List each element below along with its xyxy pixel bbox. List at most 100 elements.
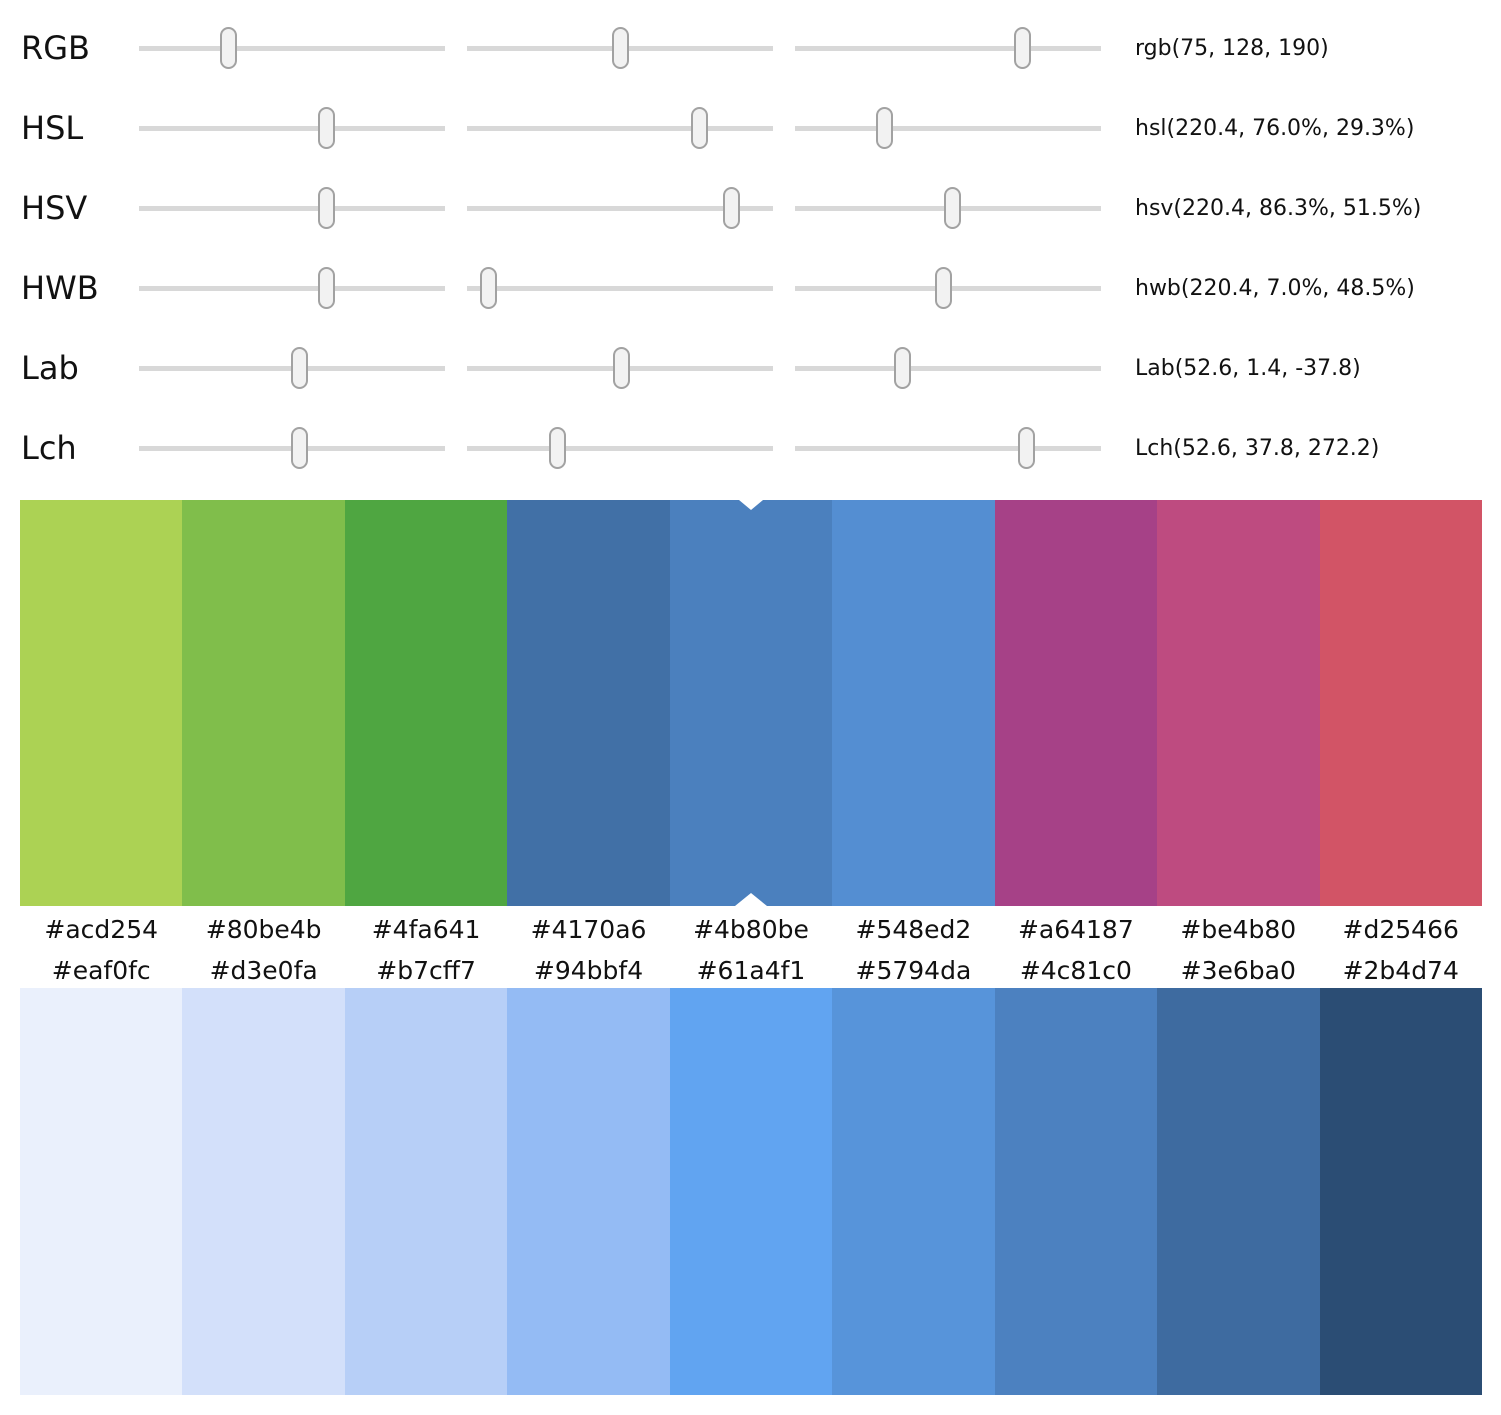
colorspace-label-hsl: HSL	[21, 109, 84, 147]
slider-thumb[interactable]	[548, 427, 566, 469]
colorspace-label-hsv: HSV	[21, 189, 88, 227]
hex-label: #4b80be	[693, 914, 809, 944]
slider-thumb[interactable]	[934, 267, 952, 309]
hex-label: #b7cff7	[376, 955, 476, 985]
hex-label: #4c81c0	[1019, 955, 1132, 985]
hex-label: #2b4d74	[1342, 955, 1459, 985]
slider-row-hsl: HSL hsl(220.4, 76.0%, 29.3%)	[0, 88, 1501, 168]
slider-lch-2[interactable]	[795, 422, 1101, 474]
slider-track[interactable]	[795, 365, 1101, 371]
palette-swatch[interactable]	[344, 500, 508, 906]
slider-hwb-0[interactable]	[139, 262, 445, 314]
palette-swatch[interactable]	[1319, 500, 1482, 906]
hex-label: #94bbf4	[533, 955, 644, 985]
slider-track[interactable]	[467, 125, 773, 131]
slider-track[interactable]	[139, 285, 445, 291]
slider-hsl-2[interactable]	[795, 102, 1101, 154]
slider-panel: RGB rgb(75, 128, 190) HSL hsl(220.4, 76.0%,…	[0, 0, 1501, 488]
slider-thumb[interactable]	[944, 187, 962, 229]
slider-hwb-1[interactable]	[467, 262, 773, 314]
palette-swatch[interactable]	[344, 988, 508, 1395]
palette-top	[20, 500, 1482, 906]
slider-lab-1[interactable]	[467, 342, 773, 394]
hex-label: #acd254	[44, 914, 159, 944]
slider-thumb[interactable]	[291, 427, 309, 469]
palette-swatch[interactable]	[507, 500, 670, 906]
slider-thumb[interactable]	[613, 347, 631, 389]
palette-swatch[interactable]	[182, 988, 345, 1395]
slider-thumb[interactable]	[291, 347, 309, 389]
palette-swatch[interactable]	[994, 988, 1158, 1395]
palette-swatch[interactable]	[832, 500, 995, 906]
palette-swatch[interactable]	[832, 988, 995, 1395]
hex-label: #548ed2	[855, 914, 972, 944]
slider-row-rgb: RGB rgb(75, 128, 190)	[0, 8, 1501, 88]
slider-track[interactable]	[467, 205, 773, 211]
slider-track[interactable]	[139, 125, 445, 131]
slider-track[interactable]	[467, 285, 773, 291]
colorspace-label-lch: Lch	[21, 429, 77, 467]
palette-swatch[interactable]	[507, 988, 670, 1395]
slider-hsv-2[interactable]	[795, 182, 1101, 234]
color-value-hsl: hsl(220.4, 76.0%, 29.3%)	[1135, 115, 1415, 141]
palette-swatch[interactable]	[20, 500, 183, 906]
slider-track[interactable]	[467, 445, 773, 451]
slider-rgb-2[interactable]	[795, 22, 1101, 74]
hex-label: #5794da	[855, 955, 972, 985]
slider-hsl-0[interactable]	[139, 102, 445, 154]
slider-thumb[interactable]	[479, 267, 497, 309]
slider-row-lch: Lch Lch(52.6, 37.8, 272.2)	[0, 408, 1501, 488]
slider-thumb[interactable]	[317, 187, 335, 229]
slider-lch-0[interactable]	[139, 422, 445, 474]
hex-label: #eaf0fc	[51, 955, 151, 985]
slider-thumb[interactable]	[691, 107, 709, 149]
color-value-hsv: hsv(220.4, 86.3%, 51.5%)	[1135, 195, 1422, 221]
slider-thumb[interactable]	[612, 27, 630, 69]
hex-labels-bottom: #eaf0fc #d3e0fa #b7cff7 #94bbf4 #61a4f1 #5794…	[20, 952, 1482, 988]
palette-swatch[interactable]	[669, 500, 833, 906]
slider-thumb[interactable]	[317, 107, 335, 149]
slider-hwb-2[interactable]	[795, 262, 1101, 314]
palette-swatch[interactable]	[994, 500, 1158, 906]
slider-hsl-1[interactable]	[467, 102, 773, 154]
slider-rgb-0[interactable]	[139, 22, 445, 74]
color-value-rgb: rgb(75, 128, 190)	[1135, 35, 1329, 61]
color-value-lch: Lch(52.6, 37.8, 272.2)	[1135, 435, 1380, 461]
slider-thumb[interactable]	[876, 107, 894, 149]
slider-track[interactable]	[795, 45, 1101, 51]
slider-thumb[interactable]	[1017, 427, 1035, 469]
slider-thumb[interactable]	[317, 267, 335, 309]
palette-swatch[interactable]	[20, 988, 183, 1395]
palette-swatch[interactable]	[1157, 988, 1320, 1395]
selection-notch-top	[739, 500, 763, 510]
palette-swatch[interactable]	[669, 988, 833, 1395]
hex-label: #80be4b	[205, 914, 322, 944]
slider-thumb[interactable]	[1014, 27, 1032, 69]
hex-label: #4170a6	[530, 914, 647, 944]
slider-thumb[interactable]	[722, 187, 740, 229]
slider-rgb-1[interactable]	[467, 22, 773, 74]
color-value-hwb: hwb(220.4, 7.0%, 48.5%)	[1135, 275, 1415, 301]
slider-track[interactable]	[139, 205, 445, 211]
hex-labels-top: #acd254 #80be4b #4fa641 #4170a6 #4b80be #548e…	[20, 906, 1482, 952]
colorspace-label-rgb: RGB	[21, 29, 90, 67]
slider-hsv-0[interactable]	[139, 182, 445, 234]
hex-label: #3e6ba0	[1180, 955, 1296, 985]
slider-row-lab: Lab Lab(52.6, 1.4, -37.8)	[0, 328, 1501, 408]
slider-lab-2[interactable]	[795, 342, 1101, 394]
palette-swatch[interactable]	[182, 500, 345, 906]
slider-hsv-1[interactable]	[467, 182, 773, 234]
palette-bottom	[20, 988, 1482, 1395]
slider-track[interactable]	[139, 45, 445, 51]
colorspace-label-lab: Lab	[21, 349, 79, 387]
slider-lch-1[interactable]	[467, 422, 773, 474]
slider-thumb[interactable]	[894, 347, 912, 389]
slider-lab-0[interactable]	[139, 342, 445, 394]
slider-track[interactable]	[795, 125, 1101, 131]
palette-swatch[interactable]	[1157, 500, 1320, 906]
palette-swatch[interactable]	[1319, 988, 1482, 1395]
slider-thumb[interactable]	[220, 27, 238, 69]
hex-label: #4fa641	[371, 914, 481, 944]
slider-track[interactable]	[795, 445, 1101, 451]
